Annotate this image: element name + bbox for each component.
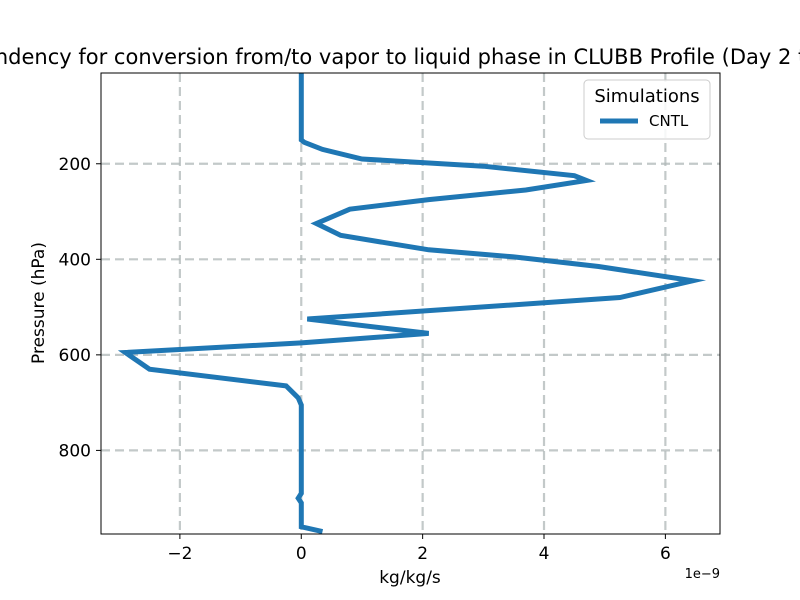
y-tick-label: 600 bbox=[59, 346, 91, 366]
x-tick-label: 6 bbox=[660, 544, 671, 564]
series-layer bbox=[117, 73, 707, 535]
legend-title: Simulations bbox=[594, 86, 699, 107]
plot-frame bbox=[100, 72, 721, 535]
x-tick-label: 4 bbox=[539, 544, 550, 564]
axis-ticks: −2 0 2 4 6 200 400 600 800 bbox=[59, 155, 671, 564]
y-tick-label: 200 bbox=[59, 155, 91, 175]
chart-title: Tendency for conversion from/to vapor to… bbox=[0, 45, 800, 69]
legend-entry-label: CNTL bbox=[649, 112, 689, 130]
y-tick-label: 400 bbox=[59, 250, 91, 270]
y-axis-label: Pressure (hPa) bbox=[29, 242, 49, 364]
x-tick-label: 2 bbox=[417, 544, 428, 564]
x-axis-label: kg/kg/s bbox=[379, 568, 441, 588]
x-offset-label: 1e−9 bbox=[685, 567, 720, 582]
legend[interactable]: Simulations CNTL bbox=[583, 79, 711, 140]
grid-lines bbox=[101, 73, 720, 534]
x-tick-label: −2 bbox=[167, 544, 192, 564]
legend-box bbox=[583, 79, 711, 140]
x-tick-label: 0 bbox=[296, 544, 307, 564]
y-tick-label: 800 bbox=[59, 441, 91, 461]
series-line-cntl bbox=[117, 73, 707, 535]
